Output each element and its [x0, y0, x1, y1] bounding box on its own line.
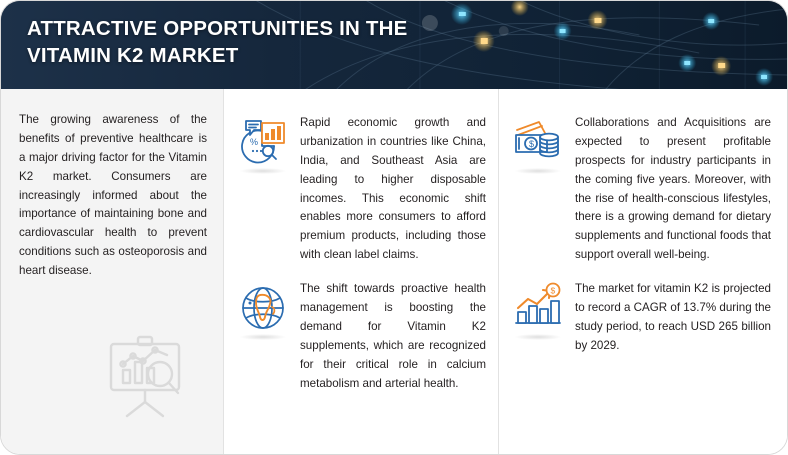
list-item-text: The market for vitamin K2 is projected t…: [575, 282, 771, 352]
list-item: The shift towards proactive health manag…: [234, 279, 486, 393]
list-item: $ The market for vitamin K2 is projected…: [509, 279, 771, 356]
network-graphic: [1, 1, 787, 89]
list-item-text: Rapid economic growth and urbanization i…: [300, 116, 486, 262]
header-banner: Attractive opportunities in the Vitamin …: [1, 1, 787, 89]
list-item: % Rap: [234, 113, 486, 265]
left-panel: The growing awareness of the benefits of…: [1, 89, 223, 454]
icon-shadow: [240, 168, 286, 174]
icon-shadow: [515, 334, 561, 341]
list-item: $ Collaborations and Acquisitions are ex…: [509, 113, 771, 265]
icon-shadow: [240, 334, 286, 341]
middle-column: % Rap: [223, 89, 498, 454]
svg-text:$: $: [551, 286, 556, 296]
region-block: Asia Pacific: [1, 299, 223, 449]
page-title: Attractive opportunities in the Vitamin …: [27, 17, 408, 68]
money-cash-coins-icon: $: [509, 113, 567, 174]
list-item-text: Collaborations and Acquisitions are expe…: [575, 116, 771, 262]
globe-icon: [234, 279, 292, 341]
list-item-text: The shift towards proactive health manag…: [300, 282, 486, 390]
right-column: $ Collaborations and Acquisitions are ex…: [498, 89, 787, 454]
market-share-pie-magnifier-icon: %: [234, 113, 292, 174]
svg-text:%: %: [250, 137, 258, 147]
content-area: The growing awareness of the benefits of…: [1, 89, 787, 454]
svg-text:$: $: [529, 139, 534, 149]
left-panel-paragraph: The growing awareness of the benefits of…: [19, 113, 207, 278]
presentation-board-analysis-icon: [97, 330, 193, 431]
glow-nodes: [421, 1, 774, 86]
icon-shadow: [515, 168, 561, 174]
growth-bar-chart-dollar-icon: $: [509, 279, 567, 341]
